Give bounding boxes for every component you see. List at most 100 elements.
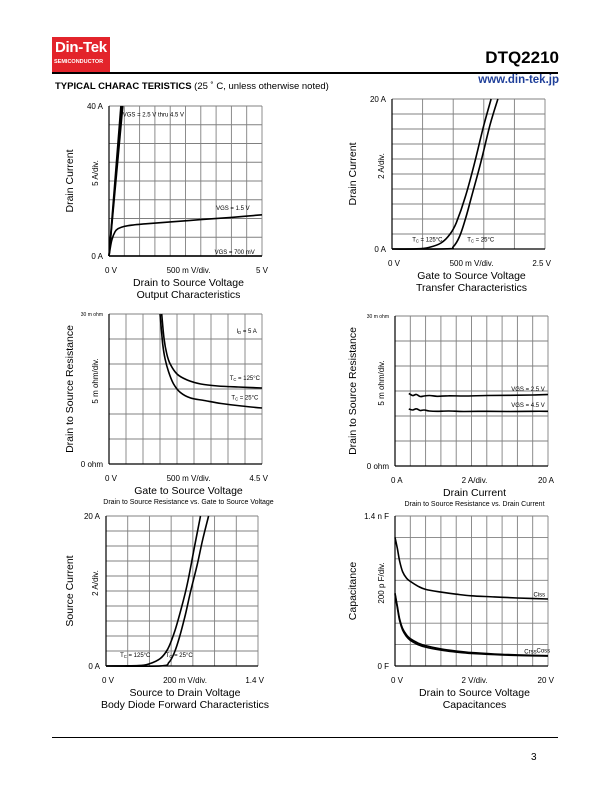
chart-title: Capacitances <box>443 699 507 711</box>
x-axis-division-label: 200 m V/div. <box>163 676 207 685</box>
y-axis-title: Source Current <box>64 555 76 626</box>
x-axis-title: Source to Drain Voltage <box>130 687 241 699</box>
x-max-tick-label: 2.5 V <box>532 259 551 268</box>
y-axis-division-label: 200 p F/div. <box>377 562 386 603</box>
annotation-label: TC = 25°C <box>166 653 194 659</box>
y-axis-title: Drain to Source Resistance <box>64 325 76 453</box>
annotation-label: VGS = 700 mV <box>215 250 255 256</box>
x-min-tick-label: 0 V <box>391 676 404 685</box>
chart-grid <box>391 98 546 250</box>
annotation-label: Coss <box>537 649 551 655</box>
chart-6: Ciss Crss Coss Capacitance 200 p F/div. 1.4 n… <box>347 512 555 711</box>
series-line-vgs-4-5-v <box>408 408 549 413</box>
x-max-tick-label: 20 V <box>538 676 555 685</box>
x-max-tick-label: 4.5 V <box>249 474 268 483</box>
section-title-note: (25 ˚ C, unless otherwise noted) <box>191 81 329 92</box>
chart-title: Body Diode Forward Characteristics <box>101 699 269 711</box>
y-axis-division-label: 5 m ohm/div. <box>377 360 386 405</box>
logo-subtitle: SEMICONDUCTOR <box>54 59 104 65</box>
series-line-ciss <box>394 537 549 600</box>
y-axis-division-label: 5 m ohm/div. <box>91 358 100 403</box>
chart-title: Drain to Source Resistance vs. Gate to S… <box>103 499 274 506</box>
y-max-tick-label: 20 A <box>370 95 387 104</box>
annotation-label: VGS = 2.5 V thru 4.5 V <box>123 113 184 119</box>
x-min-tick-label: 0 A <box>391 476 403 485</box>
annotation-label: ID = 5 A <box>237 329 257 335</box>
y-axis-title: Drain Current <box>347 142 359 205</box>
chart-2: TC = 125°C TC = 25°C Drain Current 2 A/div.… <box>347 95 552 294</box>
header-divider <box>52 72 558 74</box>
y-axis-title: Drain Current <box>64 149 76 212</box>
y-max-tick-label: 1.4 n F <box>364 512 389 521</box>
section-title: TYPICAL CHARAC TERISTICS (25 ˚ C, unless… <box>55 81 329 92</box>
x-max-tick-label: 5 V <box>256 266 269 275</box>
x-min-tick-label: 0 V <box>102 676 115 685</box>
chart-grid <box>105 515 259 667</box>
x-min-tick-label: 0 V <box>105 266 118 275</box>
series-line-tc-25-c <box>159 313 263 409</box>
x-axis-division-label: 500 m V/div. <box>450 259 494 268</box>
chart-5: TC = 125°C TC = 25°C Source Current 2 A/div… <box>64 512 269 711</box>
chart-title: Drain to Source Resistance vs. Drain Cur… <box>404 501 544 508</box>
y-max-tick-label: 30 m ohm <box>367 314 389 320</box>
x-axis-title: Gate to Source Voltage <box>134 485 243 497</box>
chart-grid <box>108 313 263 465</box>
series-line-tc-25-c <box>391 98 499 250</box>
y-max-tick-label: 40 A <box>87 102 104 111</box>
series-line-crss <box>394 594 549 657</box>
y-axis-division-label: 5 A/div. <box>91 160 100 186</box>
x-axis-title: Drain to Source Voltage <box>133 277 244 289</box>
y-max-tick-label: 30 m ohm <box>81 312 103 318</box>
y-axis-title: Drain to Source Resistance <box>347 327 359 455</box>
y-min-tick-label: 0 F <box>377 662 389 671</box>
x-max-tick-label: 1.4 V <box>245 676 264 685</box>
y-min-tick-label: 0 A <box>88 662 100 671</box>
part-number: DTQ2210 <box>485 48 559 67</box>
y-axis-division-label: 2 A/div. <box>377 153 386 179</box>
series-line-tc-125-c <box>105 515 202 667</box>
y-axis-title: Capacitance <box>347 562 359 621</box>
y-max-tick-label: 20 A <box>84 512 101 521</box>
website-link[interactable]: www.din-tek.jp <box>478 74 559 86</box>
chart-title: Transfer Characteristics <box>416 282 527 294</box>
page-number: 3 <box>531 752 537 763</box>
annotation-label: TC = 25°C <box>467 238 495 244</box>
annotation-label: TC = 125°C <box>230 376 261 382</box>
y-min-tick-label: 0 A <box>374 245 386 254</box>
series-line-vgs-2-5-v <box>408 392 549 398</box>
series-line-tc-125-c <box>160 313 263 389</box>
annotation-label: VGS = 4.5 V <box>511 403 545 409</box>
x-min-tick-label: 0 V <box>388 259 401 268</box>
y-min-tick-label: 0 ohm <box>367 462 390 471</box>
annotation-label: VGS = 2.5 V <box>511 387 545 393</box>
logo-brand: Din-Tek <box>55 39 107 56</box>
x-min-tick-label: 0 V <box>105 474 118 483</box>
chart-1: VGS = 2.5 V thru 4.5 V VGS = 1.5 V VGS = 7… <box>64 102 269 301</box>
annotation-label: VGS = 1.5 V <box>216 206 250 212</box>
y-min-tick-label: 0 A <box>91 252 103 261</box>
series-line-vgs-2-5-v-thru-4-5-v-c <box>108 105 122 257</box>
chart-3: ID = 5 A TC = 125°C TC = 25°C Drain to Sour… <box>64 312 274 506</box>
y-axis-division-label: 2 A/div. <box>91 570 100 596</box>
y-min-tick-label: 0 ohm <box>81 460 104 469</box>
x-axis-title: Drain Current <box>443 487 506 499</box>
x-axis-division-label: 2 V/div. <box>461 676 487 685</box>
x-axis-division-label: 2 A/div. <box>462 476 488 485</box>
chart-grid <box>108 105 263 257</box>
company-logo: Din-Tek SEMICONDUCTOR <box>52 37 110 72</box>
x-axis-title: Gate to Source Voltage <box>417 270 526 282</box>
annotation-label: Crss <box>524 649 536 655</box>
series-line-tc-25-c <box>105 515 210 667</box>
annotation-label: TC = 25°C <box>231 396 259 402</box>
annotation-label: Ciss <box>533 592 545 598</box>
x-max-tick-label: 20 A <box>538 476 555 485</box>
footer-divider <box>52 737 558 738</box>
x-axis-division-label: 500 m V/div. <box>167 474 211 483</box>
chart-4: VGS = 2.5 V VGS = 4.5 V Drain to Source Re… <box>347 314 555 508</box>
x-axis-title: Drain to Source Voltage <box>419 687 530 699</box>
annotation-label: TC = 125°C <box>120 653 151 659</box>
x-axis-division-label: 500 m V/div. <box>167 266 211 275</box>
chart-title: Output Characteristics <box>137 289 241 301</box>
section-title-main: TYPICAL CHARAC TERISTICS <box>55 81 192 92</box>
